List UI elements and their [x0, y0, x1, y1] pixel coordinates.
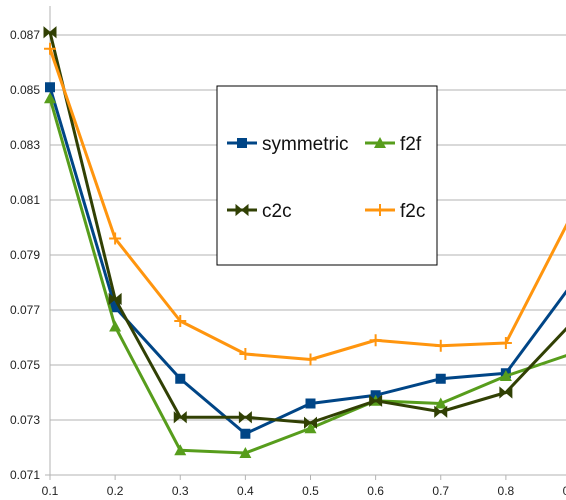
data-point-f2f — [239, 447, 252, 458]
data-point-f2c — [44, 42, 56, 55]
data-point-symmetric — [45, 82, 55, 93]
legend-box — [216, 85, 438, 266]
data-point-f2c — [499, 337, 512, 349]
data-point-c2c — [108, 292, 122, 306]
series-lines — [43, 26, 566, 458]
tick-labels: 0.087 0.085 0.083 0.081 0.079 0.077 0.075 0.073… — [10, 28, 566, 498]
x-tick-label: 0.3 — [172, 484, 189, 498]
legend-marker — [374, 137, 386, 148]
data-point-symmetric — [305, 398, 316, 409]
data-point-f2f — [499, 370, 512, 381]
data-point-symmetric — [110, 302, 121, 313]
data-point-f2c — [239, 348, 252, 360]
data-point-c2c — [43, 26, 57, 39]
y-tick-label: 0.073 — [10, 413, 40, 427]
data-point-f2c — [109, 232, 122, 245]
data-point-f2f — [174, 444, 187, 456]
data-point-c2c — [369, 394, 383, 407]
data-point-f2c — [369, 334, 382, 347]
data-point-c2c — [434, 405, 448, 418]
legend-item-f2c: f2c — [365, 201, 425, 222]
legend-marker — [374, 204, 386, 216]
data-point-f2f — [109, 320, 122, 332]
data-point-f2c — [434, 339, 447, 352]
legend-label: f2f — [400, 134, 422, 155]
data-point-symmetric — [435, 373, 446, 384]
legend-item-f2f: f2f — [365, 134, 422, 155]
x-tick-label: 0.7 — [432, 484, 449, 498]
legend-marker — [235, 203, 249, 217]
x-tick-label: 0.8 — [498, 484, 515, 498]
data-point-c2c — [304, 416, 317, 429]
x-tick-label: 0.6 — [367, 484, 384, 498]
data-point-c2c — [238, 411, 252, 424]
data-point-f2c — [174, 315, 187, 327]
y-tick-label: 0.075 — [10, 358, 40, 372]
legend-label: c2c — [262, 201, 292, 222]
x-tick-label: 0.2 — [107, 484, 124, 498]
x-tick-label: 0.5 — [302, 484, 319, 498]
x-tick-label: 0.9 — [563, 484, 566, 498]
data-point-f2c — [304, 353, 317, 366]
y-tick-label: 0.071 — [10, 468, 40, 482]
data-point-symmetric — [175, 373, 186, 384]
y-tick-label: 0.083 — [10, 138, 40, 152]
y-tick-label: 0.085 — [10, 83, 40, 97]
legend-marker — [237, 138, 247, 148]
series-f2c — [44, 42, 566, 366]
x-tick-label: 0.4 — [237, 484, 254, 498]
data-point-symmetric — [240, 428, 251, 439]
data-point-c2c — [173, 411, 187, 424]
data-point-f2f — [434, 397, 447, 409]
legend-item-symmetric: symmetric — [227, 134, 349, 155]
data-point-c2c — [499, 386, 513, 399]
legend: symmetric f2f c2c f2c — [216, 85, 438, 266]
legend-label: symmetric — [262, 134, 349, 155]
data-point-f2f — [44, 92, 56, 104]
data-point-f2f — [304, 422, 317, 434]
y-tick-label: 0.087 — [10, 28, 40, 42]
x-tick-label: 0.1 — [42, 484, 59, 498]
y-tick-label: 0.081 — [10, 193, 40, 207]
series-c2c — [43, 26, 566, 429]
legend-item-c2c: c2c — [227, 201, 292, 222]
y-tick-label: 0.077 — [10, 303, 40, 317]
y-tick-label: 0.079 — [10, 248, 40, 262]
legend-label: f2c — [400, 201, 425, 222]
